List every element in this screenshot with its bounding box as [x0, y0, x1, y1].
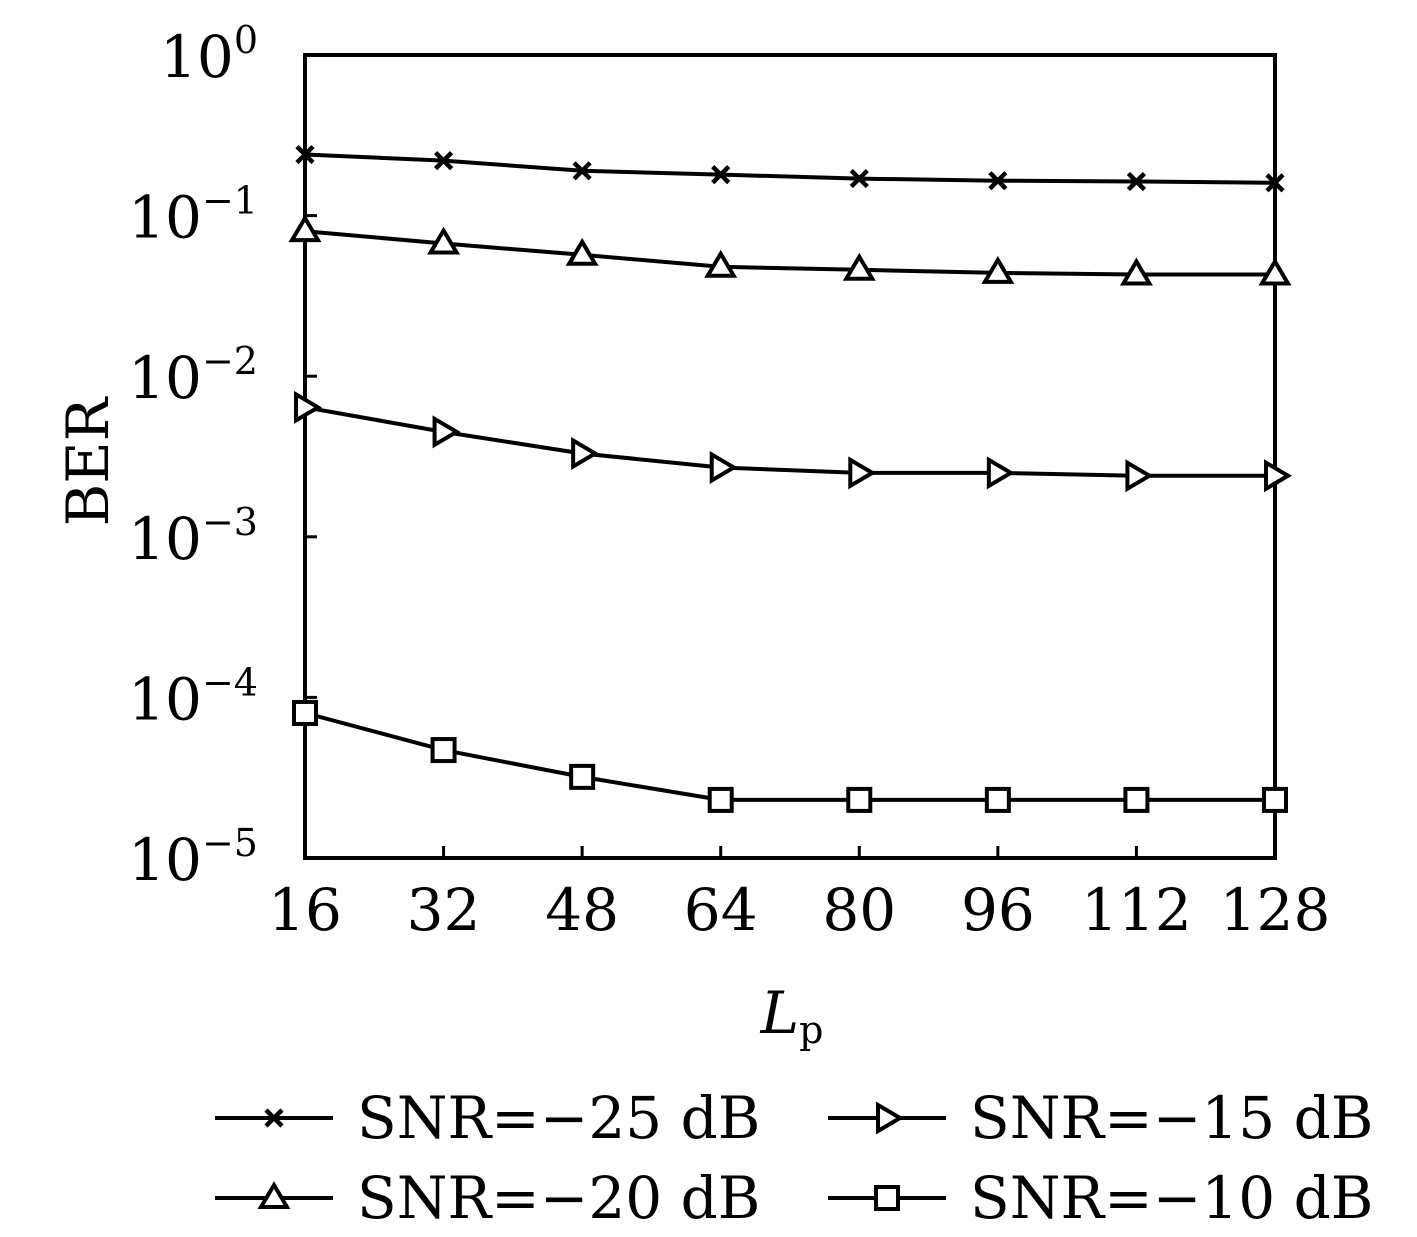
y-tick-base: 10 — [128, 665, 202, 733]
y-tick-base: 10 — [160, 23, 234, 91]
legend-label: SNR=−25 dB — [357, 1084, 760, 1152]
y-tick-exponent: −3 — [202, 500, 258, 544]
data-point-triangle-up — [1258, 257, 1292, 286]
data-point-triangle-right — [848, 456, 877, 490]
x-tick-label: 80 — [822, 876, 896, 944]
data-point-square — [430, 737, 457, 764]
legend-marker-square — [874, 1185, 900, 1211]
data-point-square — [984, 786, 1011, 813]
plot-frame — [303, 53, 1277, 860]
data-point-triangle-right — [294, 390, 322, 424]
legend-label: SNR=−10 dB — [970, 1164, 1373, 1232]
data-point-triangle-up — [565, 237, 599, 266]
data-point-triangle-up — [981, 255, 1015, 284]
data-point-square — [1123, 786, 1150, 813]
x-tick-label: 112 — [1081, 876, 1192, 944]
data-point-triangle-right — [986, 456, 1015, 490]
legend-item: SNR=−15 dB — [828, 1084, 1373, 1152]
x-axis-label-main: L — [760, 979, 800, 1047]
data-point-x-mark — [988, 171, 1008, 191]
data-point-square — [1262, 786, 1288, 813]
data-point-triangle-right — [571, 437, 600, 471]
series-3 — [294, 390, 1292, 493]
legend-marker-triangle-up — [257, 1181, 291, 1209]
legend-item: SNR=−20 dB — [215, 1164, 760, 1232]
data-point-triangle-right — [432, 415, 461, 449]
data-point-x-mark — [711, 165, 731, 185]
x-axis: 16 32 48 64 80 96 112 128 — [268, 846, 1330, 944]
x-tick-label: 32 — [407, 876, 481, 944]
series-line — [304, 152, 1276, 185]
data-point-triangle-right — [1264, 459, 1292, 493]
legend-label: SNR=−20 dB — [357, 1164, 760, 1232]
y-tick-label: 100 — [160, 18, 258, 91]
data-point-triangle-up — [842, 252, 876, 281]
y-tick-label: 10−3 — [128, 500, 258, 573]
legend: SNR=−25 dB SNR=−20 dB SNR=−15 dB SNR=−10 dB — [215, 1084, 1373, 1232]
x-tick-label: 128 — [1220, 876, 1331, 944]
legend-item: SNR=−10 dB — [828, 1164, 1373, 1232]
series-line — [304, 711, 1275, 802]
data-point-triangle-up — [288, 214, 322, 243]
data-point-x-mark — [1126, 171, 1147, 192]
x-tick-label: 96 — [961, 876, 1035, 944]
data-point-x-mark — [572, 161, 592, 181]
series-line — [304, 405, 1275, 478]
y-tick-base: 10 — [128, 505, 202, 573]
series-4 — [292, 699, 1288, 813]
x-axis-label-sub: p — [799, 1008, 823, 1052]
data-point-triangle-up — [427, 226, 461, 255]
data-point-x-mark — [1265, 173, 1285, 193]
series-line — [304, 229, 1275, 277]
legend-item: SNR=−25 dB — [215, 1084, 760, 1152]
data-point-x-mark — [433, 151, 454, 171]
y-tick-exponent: −5 — [202, 821, 258, 865]
x-tick-label: 48 — [545, 876, 619, 944]
y-tick-base: 10 — [128, 344, 202, 412]
y-tick-base: 10 — [128, 826, 202, 894]
data-point-square — [707, 786, 734, 813]
data-point-triangle-up — [1119, 257, 1153, 286]
y-tick-label: 10−1 — [128, 179, 258, 252]
x-axis-label: Lp — [760, 979, 824, 1052]
series-layer — [288, 144, 1292, 813]
y-tick-base: 10 — [128, 184, 202, 252]
y-tick-label: 10−5 — [128, 821, 258, 894]
x-tick-label: 64 — [684, 876, 758, 944]
y-tick-exponent: −2 — [202, 339, 258, 383]
data-point-x-mark — [849, 168, 869, 189]
legend-marker-triangle-right — [876, 1101, 904, 1135]
y-axis-label: BER — [54, 395, 122, 526]
data-point-triangle-right — [709, 451, 738, 485]
legend-label: SNR=−15 dB — [970, 1084, 1373, 1152]
series-2 — [288, 214, 1292, 286]
y-tick-exponent: −4 — [202, 660, 258, 704]
data-point-triangle-up — [704, 249, 738, 278]
data-point-triangle-right — [1125, 459, 1154, 493]
x-tick-label: 16 — [268, 876, 342, 944]
legend-marker-x-mark — [264, 1108, 284, 1128]
data-point-square — [292, 699, 318, 726]
y-tick-exponent: 0 — [234, 18, 258, 62]
y-tick-label: 10−2 — [128, 339, 258, 412]
y-tick-label: 10−4 — [128, 660, 258, 733]
data-point-square — [569, 763, 596, 790]
series-1 — [295, 144, 1285, 193]
y-tick-exponent: −1 — [202, 179, 258, 223]
data-point-square — [846, 786, 873, 813]
data-point-x-mark — [295, 144, 315, 165]
